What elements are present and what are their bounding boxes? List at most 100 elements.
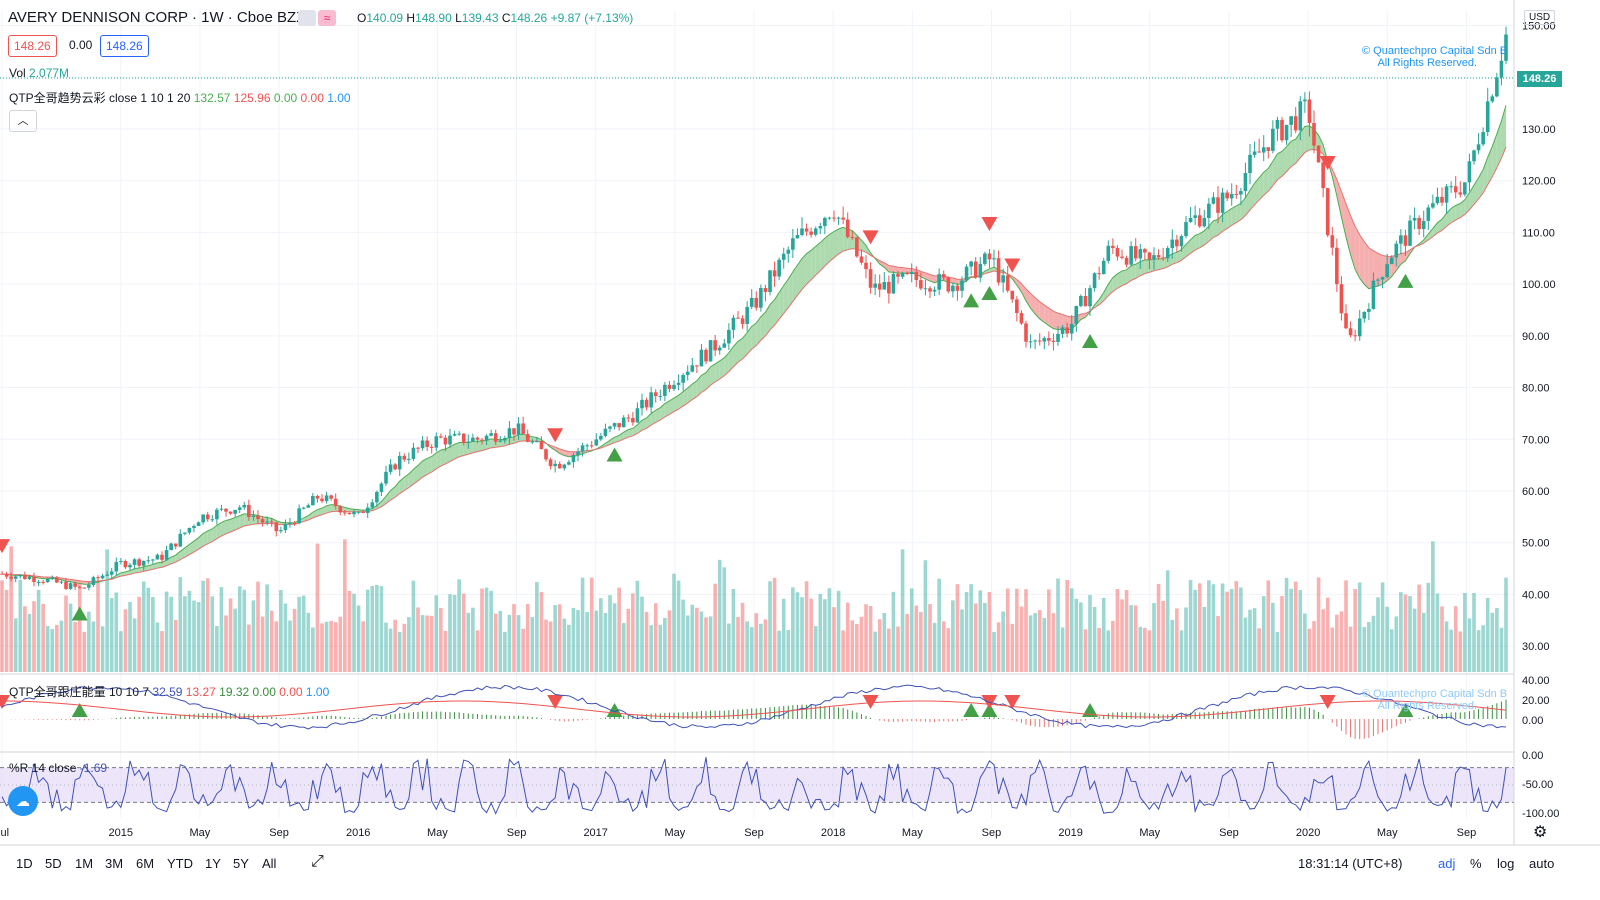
volume-bar (631, 593, 635, 672)
range-1m-button[interactable]: 1M (75, 856, 94, 871)
volume-bar (370, 586, 375, 672)
candle-body (1229, 194, 1234, 199)
candle-body (658, 395, 663, 397)
range-3m-button[interactable]: 3M (105, 856, 124, 871)
obv-sell-signal-icon (1004, 695, 1021, 709)
candle-body (663, 384, 667, 396)
time-tick: May (427, 827, 448, 839)
volume-bar (1248, 609, 1252, 672)
candle-body (553, 463, 557, 467)
log-toggle[interactable]: log (1497, 856, 1515, 871)
time-tick: May (190, 827, 211, 839)
volume-bar (1211, 584, 1216, 672)
range-all-button[interactable]: All (262, 856, 277, 871)
auto-toggle[interactable]: auto (1529, 856, 1555, 871)
range-6m-button[interactable]: 6M (136, 856, 155, 871)
volume-bar (1394, 616, 1399, 672)
cloud-segment (765, 304, 770, 336)
cloud-segment (687, 383, 693, 403)
candle-body (800, 228, 804, 236)
range-1d-button[interactable]: 1D (16, 856, 33, 871)
volume-bar (855, 624, 859, 672)
volume-bar (1120, 599, 1124, 672)
candle-body (845, 219, 850, 237)
volume-bar (1403, 594, 1408, 672)
candle-body (1165, 248, 1170, 259)
volume-bar (279, 590, 283, 672)
candle-body (1280, 119, 1284, 141)
obv-sell-signal-icon (547, 695, 564, 709)
range-5d-button[interactable]: 5D (45, 856, 62, 871)
candle-body (1472, 150, 1476, 162)
currency-label[interactable]: USD (1524, 10, 1556, 25)
volume-bar (1207, 580, 1211, 672)
range-ytd-button[interactable]: YTD (167, 856, 193, 871)
clock-time[interactable]: 18:31:14 (UTC+8) (1298, 856, 1403, 871)
settings-gear-icon[interactable]: ⚙ (1533, 824, 1548, 841)
wr-indicator-legend[interactable]: %R 14 close -1.69 (9, 761, 107, 775)
candle-body (1348, 328, 1353, 336)
range-1y-button[interactable]: 1Y (205, 856, 221, 871)
candle-body (411, 447, 416, 459)
candle-body (434, 436, 439, 448)
cloud-segment (1474, 177, 1479, 205)
cloud-segment (1058, 313, 1063, 330)
candle-body (562, 464, 567, 469)
volume-bar (1124, 590, 1129, 672)
volume-bar (722, 567, 727, 672)
obv-line-red (1, 700, 1507, 718)
volume-bar (1083, 629, 1088, 672)
candle-body (448, 435, 452, 445)
ask-box[interactable]: 148.26 (100, 35, 149, 57)
cloud-segment (171, 555, 176, 564)
candle-body (690, 365, 695, 372)
volume-bar (1330, 627, 1335, 672)
adj-toggle[interactable]: adj (1438, 856, 1456, 871)
high-label: H (406, 11, 416, 25)
volume-bar (1010, 623, 1015, 672)
volume-bar (507, 614, 512, 672)
candle-body (155, 554, 160, 560)
price-tick: 80.00 (1522, 383, 1550, 395)
obv-indicator-legend[interactable]: QTP全哥跟庄能量 10 10 7 32.59 13.27 19.32 0.00… (9, 683, 329, 700)
volume-bar (292, 608, 297, 672)
volume-bar (210, 596, 215, 672)
cloud-segment (486, 438, 492, 450)
collapse-indicators-button[interactable]: ︿ (9, 110, 37, 132)
volume-bar (1431, 541, 1435, 672)
candle-body (324, 495, 329, 502)
tradingview-logo-icon[interactable]: ☁ (8, 786, 38, 816)
percent-toggle[interactable]: % (1470, 856, 1482, 871)
volume-bar (1408, 596, 1412, 672)
cloud-segment (248, 514, 254, 526)
candle-body (1403, 235, 1408, 246)
bid-box[interactable]: 148.26 (8, 35, 57, 57)
volume-bar (155, 622, 160, 672)
volume-bar (567, 624, 571, 672)
cloud-segment (1108, 277, 1113, 296)
volume-bar (1476, 630, 1481, 672)
volume-bar (909, 588, 914, 672)
volume-bar (516, 615, 521, 672)
candle-body (905, 272, 909, 275)
candle-body (804, 228, 809, 232)
price-tick: 150.00 (1522, 21, 1556, 33)
candle-body (269, 521, 274, 523)
volume-bar (1362, 627, 1367, 672)
cloud-indicator-legend[interactable]: QTP全哥趋势云彩 close 1 10 1 20 132.57 125.96 … (9, 89, 351, 106)
volume-bar (461, 593, 466, 672)
volume-bar (1453, 606, 1458, 672)
symbol-title[interactable]: AVERY DENNISON CORP · 1W · Cboe BZX (8, 9, 307, 26)
wave-icon[interactable]: ≈ (318, 10, 336, 26)
compare-icon[interactable] (298, 10, 316, 26)
volume-bar (1504, 577, 1508, 672)
candle-body (109, 571, 114, 575)
goto-date-icon[interactable]: ⤢ (311, 853, 324, 870)
range-5y-button[interactable]: 5Y (233, 856, 249, 871)
candle-body (192, 526, 196, 528)
volume-bar (411, 580, 416, 672)
candle-body (73, 583, 77, 587)
volume-bar (951, 600, 955, 672)
